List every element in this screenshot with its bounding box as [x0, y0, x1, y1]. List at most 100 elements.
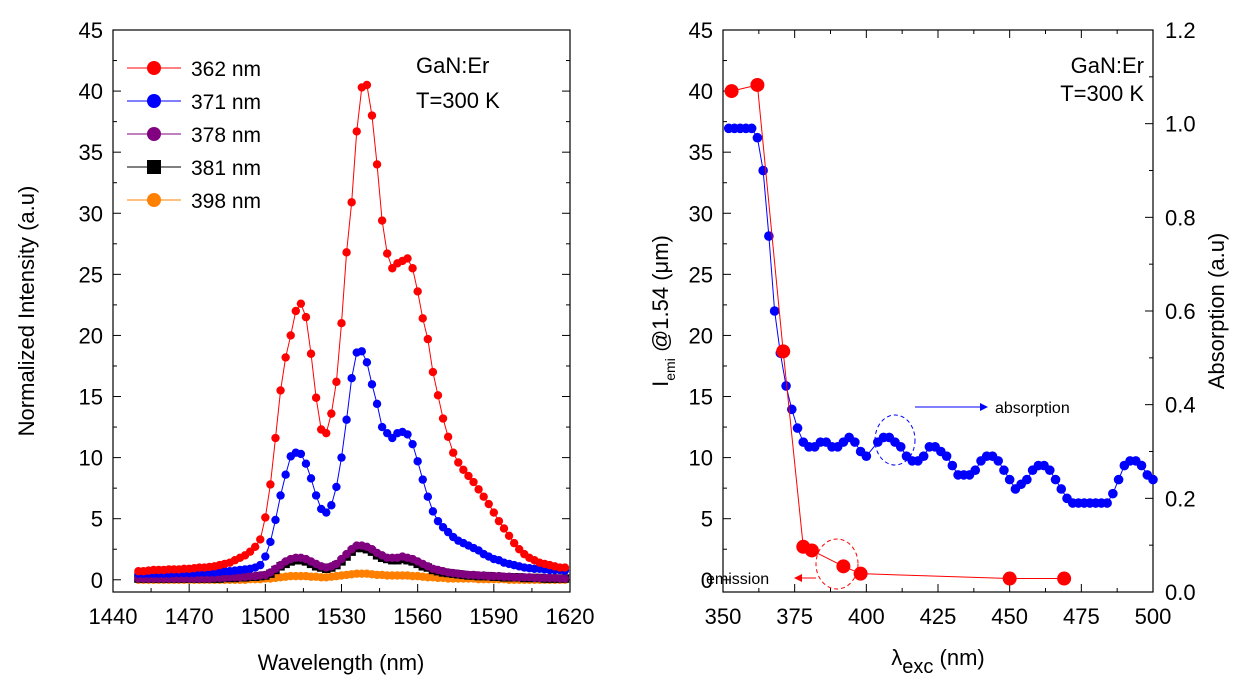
left-x-tick-label: 1590 [469, 604, 518, 629]
right-y-tick-label: 40 [689, 79, 713, 104]
data-point [764, 231, 774, 241]
left-plot-frame [112, 29, 571, 593]
data-point [367, 111, 377, 120]
data-point [776, 344, 791, 359]
data-point [301, 459, 311, 468]
series-line [138, 350, 565, 575]
emission-arrowhead [794, 574, 802, 582]
left-y-tick-label: 0 [91, 568, 103, 593]
data-point [438, 414, 448, 423]
data-point [560, 563, 570, 572]
data-point [459, 465, 468, 475]
right-y2-tick-label: 0.0 [1165, 580, 1196, 605]
left-y-tick-label: 10 [79, 446, 103, 471]
data-point [1113, 474, 1124, 485]
data-point [271, 433, 280, 443]
left-x-tick-label: 1560 [393, 604, 442, 629]
right-y-tick-label: 10 [689, 446, 713, 471]
left-x-tick-label: 1440 [89, 604, 138, 629]
data-point [484, 499, 493, 509]
legend-item: 381 nm [127, 157, 261, 180]
right-x-axis-title-main: λ [891, 645, 902, 670]
right-y-tick-label: 15 [689, 385, 713, 410]
data-point [423, 492, 433, 501]
data-point [276, 386, 285, 395]
data-point [276, 491, 285, 500]
right-x-tick-label: 375 [776, 604, 813, 629]
right-annotation-line-1: GaN:Er [1071, 53, 1144, 78]
data-point [327, 501, 336, 510]
data-point [999, 465, 1009, 476]
data-point [271, 515, 280, 525]
data-point [327, 409, 336, 418]
data-point [347, 198, 356, 207]
data-point [296, 299, 306, 308]
data-point [1108, 488, 1118, 499]
data-point [261, 513, 270, 522]
data-point [256, 560, 265, 570]
right-y2-tick-label: 1.0 [1165, 112, 1196, 137]
data-point [560, 574, 570, 583]
right-y-tick-label: 30 [689, 201, 713, 226]
data-point [970, 465, 981, 476]
emission-label: emission [706, 571, 769, 588]
right-y-tick-label: 0 [701, 568, 713, 593]
right-y-axis-title-rest: @1.54 (μm) [648, 235, 673, 358]
data-point [479, 492, 488, 501]
legend-label: 381 nm [191, 157, 261, 180]
legend-item: 362 nm [127, 58, 261, 81]
right-x-tick-label: 500 [1135, 604, 1172, 629]
data-point [494, 516, 504, 526]
right-y2-tick-label: 0.6 [1165, 299, 1196, 324]
data-point [895, 442, 906, 452]
data-point [352, 127, 361, 136]
left-legend: 362 nm 371 nm 378 nm 381 nm 398 nm [127, 58, 261, 213]
data-point [469, 477, 478, 487]
data-point [408, 264, 417, 273]
data-point [504, 531, 514, 540]
data-point [454, 458, 463, 467]
data-point [474, 485, 483, 494]
data-point [428, 367, 438, 377]
right-x-tick-label: 350 [705, 604, 742, 629]
data-point [433, 516, 443, 526]
data-point [1045, 465, 1055, 476]
right-x-axis-title-sub: exc [902, 656, 933, 678]
data-point [372, 160, 382, 169]
legend-marker [147, 127, 161, 141]
right-y-tick-label: 5 [701, 507, 713, 532]
data-point [861, 451, 872, 461]
right-ticks: 350 375 400 425 450 475 500 0 5 10 15 20 25 30 35 40 45 0… [689, 18, 1196, 629]
data-point [724, 84, 739, 99]
right-x-axis-title-unit: (nm) [933, 645, 984, 670]
right-y2-tick-label: 0.4 [1165, 393, 1196, 418]
data-point [266, 537, 275, 547]
data-point [746, 123, 757, 134]
left-series-362-nm [134, 80, 570, 576]
legend-label: 362 nm [191, 58, 261, 81]
legend-item: 398 nm [127, 190, 261, 213]
data-point [250, 542, 260, 551]
data-point [306, 474, 316, 483]
right-y-tick-label: 35 [689, 140, 713, 165]
data-point [403, 254, 412, 263]
data-point [408, 439, 417, 449]
left-y-tick-label: 40 [79, 79, 103, 104]
data-point [332, 482, 341, 492]
left-x-tick-label: 1530 [317, 604, 366, 629]
data-point [418, 314, 427, 323]
data-point [332, 377, 341, 387]
left-x-axis-title: Wavelength (nm) [258, 650, 425, 675]
left-y-tick-label: 45 [79, 18, 103, 43]
legend-label: 398 nm [191, 190, 261, 213]
data-point [337, 453, 346, 462]
data-point [256, 535, 265, 544]
legend-item: 378 nm [127, 124, 261, 147]
data-point [413, 457, 422, 466]
left-annotation-line-1: GaN:Er [416, 53, 489, 78]
right-x-axis-title: λexc (nm) [891, 645, 984, 678]
data-point [769, 306, 780, 316]
data-point [792, 423, 803, 433]
data-point [993, 456, 1003, 466]
data-point [836, 559, 851, 574]
